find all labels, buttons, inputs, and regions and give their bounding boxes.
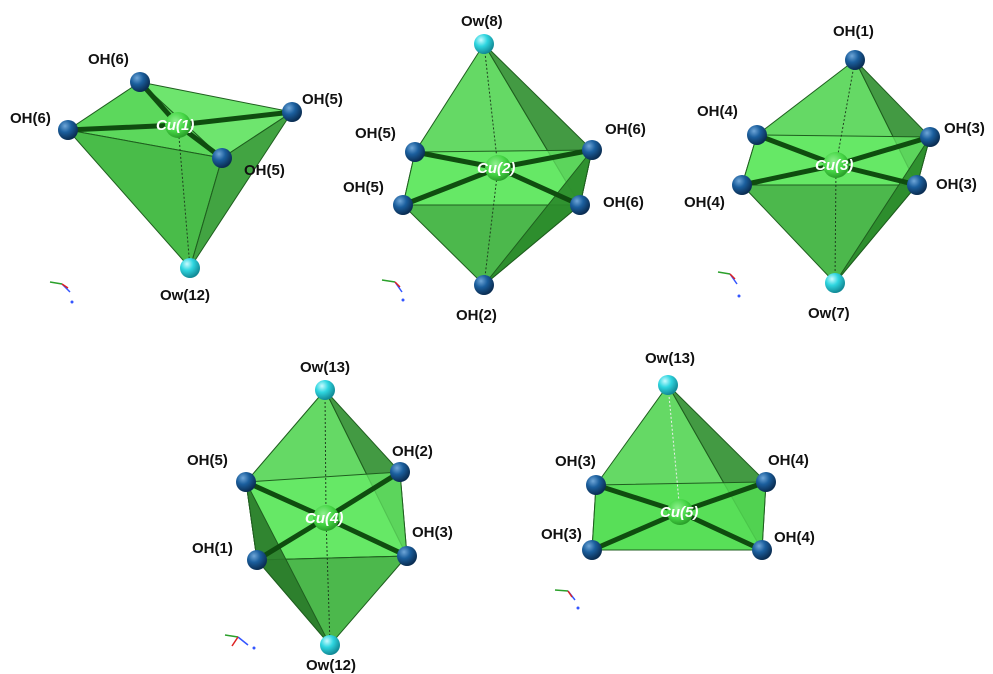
ligand-label: OH(3) [541,526,582,543]
ligand-label: OH(6) [603,194,644,211]
ligand-label: OH(1) [192,540,233,557]
ow-atom [315,380,335,400]
ow-atom [180,258,200,278]
cu-atom [667,499,693,525]
oh-atom [405,142,425,162]
hidden-bond [324,389,327,519]
oh-atom [586,475,606,495]
cu-atom [485,155,511,181]
cu-atom [313,505,339,531]
polyhedron-cu4: Cu(4) Ow(13) OH(5) OH(1) OH(2) OH(3) Ow(… [187,359,453,674]
ligand-label: OH(6) [10,110,51,127]
polyhedron-cu1: Cu(1) OH(6) OH(6) OH(5) OH(5) Ow(12) [10,51,343,304]
polyhedron-cu3: Cu(3) OH(1) OH(4) OH(4) OH(3) OH(3) Ow(7… [684,23,985,322]
axes-icon [224,634,256,650]
oh-atom [907,175,927,195]
polyhedron-cu2: Cu(2) Ow(8) OH(5) OH(5) OH(6) OH(6) OH(2… [343,13,646,324]
ligand-label: OH(6) [88,51,129,68]
axes-icon [554,589,580,610]
oh-atom [756,472,776,492]
oh-atom [390,462,410,482]
ligand-label: OH(4) [697,103,738,120]
polyhedron-cu5: Cu(5) Ow(13) OH(3) OH(3) OH(4) OH(4) [541,350,815,610]
oh-atom [845,50,865,70]
ligand-label: Ow(7) [808,305,850,322]
oh-atom [130,72,150,92]
ligand-label: OH(4) [768,452,809,469]
hidden-bond [483,43,499,169]
oh-atom [247,550,267,570]
cu-atom [823,152,849,178]
ligand-label: OH(3) [944,120,985,137]
axes-icon [717,271,741,298]
ligand-label: OH(5) [244,162,285,179]
ligand-label: OH(5) [343,179,384,196]
cu-atom [165,112,191,138]
ligand-label: OH(3) [555,453,596,470]
oh-atom [582,140,602,160]
ligand-label: OH(2) [392,443,433,460]
hidden-bond [835,59,856,166]
oh-atom [393,195,413,215]
ow-atom [320,635,340,655]
face [483,149,593,286]
ligand-label: OH(4) [684,194,725,211]
axes-icon [49,281,74,304]
oh-atom [212,148,232,168]
ow-atom [474,34,494,54]
hidden-bond [667,384,681,513]
bonds [739,132,933,188]
oh-atom [582,540,602,560]
bonds [243,469,410,563]
ligand-label: OH(3) [936,176,977,193]
center-label: Cu(1) [156,117,194,134]
oh-atom [236,472,256,492]
oh-atom [920,127,940,147]
oh-atom [474,275,494,295]
center-label: Cu(5) [660,504,698,521]
ow-atom [658,375,678,395]
ligand-label: Ow(13) [645,350,695,367]
oh-atom [747,125,767,145]
oh-atom [58,120,78,140]
center-label: Cu(3) [815,157,853,174]
bonds [589,479,769,553]
axes-icon [381,279,405,302]
ligand-label: Ow(12) [160,287,210,304]
ligand-label: OH(3) [412,524,453,541]
hidden-bond [325,517,331,646]
ligand-label: Ow(13) [300,359,350,376]
face [245,481,331,646]
oh-atom [732,175,752,195]
oh-atom [570,195,590,215]
face [189,111,293,269]
ligand-label: Ow(12) [306,657,356,674]
ligand-label: OH(5) [187,452,228,469]
center-label: Cu(4) [305,510,343,527]
ligand-label: OH(5) [355,125,396,142]
ligand-label: Ow(8) [461,13,503,30]
oh-atom [282,102,302,122]
oh-atom [752,540,772,560]
bonds [400,147,595,208]
ligand-label: OH(2) [456,307,497,324]
ligand-label: OH(4) [774,529,815,546]
oh-atom [397,546,417,566]
ow-atom [825,273,845,293]
face [834,136,931,284]
center-label: Cu(2) [477,160,515,177]
ligand-label: OH(5) [302,91,343,108]
ligand-label: OH(1) [833,23,874,40]
ligand-label: OH(6) [605,121,646,138]
